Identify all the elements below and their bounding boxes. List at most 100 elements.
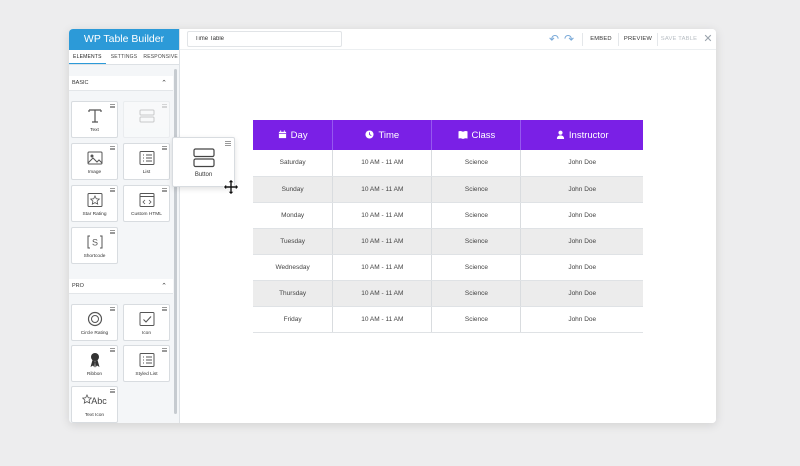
cell-day[interactable]: Saturday (253, 150, 334, 177)
header-instructor[interactable]: Instructor (520, 120, 643, 150)
circle-rating-icon (87, 311, 102, 327)
group-header-pro[interactable]: PRO ⌃ (69, 279, 173, 294)
table-row: Wednesday 10 AM - 11 AM Science John Doe (253, 254, 643, 281)
calendar-icon (278, 130, 286, 139)
chevron-up-icon[interactable]: ⌃ (161, 283, 167, 290)
cell-instructor[interactable]: John Doe (520, 150, 643, 177)
cell-instructor[interactable]: John Doe (520, 228, 643, 255)
element-label: Image (87, 170, 102, 175)
text-icon-icon: Abc (81, 394, 107, 406)
cell-day[interactable]: Tuesday (253, 228, 334, 255)
shortcode-icon: S (87, 235, 102, 249)
element-star-rating[interactable]: Star Rating (71, 185, 118, 222)
cell-class[interactable]: Science (431, 150, 522, 177)
toolbar-divider (657, 33, 658, 46)
header-day[interactable]: Day (253, 120, 334, 150)
header-label: Day (290, 129, 308, 141)
element-text-icon[interactable]: Abc Text Icon (71, 386, 118, 423)
element-circle-rating[interactable]: Circle Rating (71, 304, 118, 341)
user-icon (556, 131, 565, 140)
cell-day[interactable]: Monday (253, 202, 334, 229)
tile-menu-icon (162, 348, 167, 352)
cell-instructor[interactable]: John Doe (520, 202, 643, 229)
embed-button[interactable]: EMBED (590, 36, 612, 42)
close-icon[interactable]: ✕ (703, 33, 713, 45)
save-table-button[interactable]: SAVE TABLE (660, 36, 698, 42)
cell-class[interactable]: Science (431, 306, 522, 333)
element-custom-html[interactable]: Custom HTML (123, 185, 170, 222)
button-icon (139, 109, 154, 123)
tile-menu-icon (110, 188, 115, 192)
element-label: Star Rating (82, 212, 107, 217)
element-text[interactable]: Text (71, 101, 118, 138)
cell-day[interactable]: Friday (253, 306, 334, 333)
chevron-up-icon[interactable]: ⌃ (161, 80, 167, 87)
svg-text:S: S (91, 238, 97, 248)
element-icon[interactable]: Icon (123, 304, 170, 341)
book-icon (458, 131, 468, 140)
table-row: Thursday 10 AM - 11 AM Science John Doe (253, 280, 643, 307)
undo-icon[interactable]: ↶ (548, 32, 560, 46)
element-label: List (142, 170, 151, 175)
element-label: Ribbon (86, 372, 103, 377)
element-image[interactable]: Image (71, 143, 118, 180)
tile-menu-icon (225, 141, 231, 146)
cell-instructor[interactable]: John Doe (520, 176, 643, 203)
tile-menu-icon (162, 188, 167, 192)
tile-menu-icon (110, 348, 115, 352)
table-row: Monday 10 AM - 11 AM Science John Doe (253, 202, 643, 229)
styled-list-icon (139, 353, 154, 367)
cell-time[interactable]: 10 AM - 11 AM (332, 228, 433, 255)
tile-menu-icon (110, 230, 115, 234)
tab-elements[interactable]: ELEMENTS (69, 50, 106, 64)
move-cursor-icon (223, 179, 239, 195)
element-label: Text (90, 128, 99, 133)
cell-class[interactable]: Science (431, 202, 522, 229)
cell-time[interactable]: 10 AM - 11 AM (332, 202, 433, 229)
table-name-input[interactable] (187, 31, 342, 47)
cell-time[interactable]: 10 AM - 11 AM (332, 306, 433, 333)
element-label: Styled List (135, 372, 158, 377)
element-styled-list[interactable]: Styled List (123, 345, 170, 382)
element-shortcode[interactable]: S Shortcode (71, 227, 118, 264)
header-class[interactable]: Class (431, 120, 522, 150)
group-header-basic[interactable]: BASIC ⌃ (69, 76, 173, 91)
dragged-button-element[interactable]: Button (172, 137, 235, 187)
tile-menu-icon (162, 146, 167, 150)
header-label: Instructor (568, 129, 609, 141)
image-icon (87, 151, 102, 165)
cell-day[interactable]: Thursday (253, 280, 334, 307)
tab-settings[interactable]: SETTINGS (110, 54, 138, 60)
element-button-placeholder (123, 101, 170, 138)
cell-time[interactable]: 10 AM - 11 AM (332, 254, 433, 281)
cell-instructor[interactable]: John Doe (520, 280, 643, 307)
preview-button[interactable]: PREVIEW (623, 36, 653, 42)
cell-class[interactable]: Science (431, 228, 522, 255)
element-list[interactable]: List (123, 143, 170, 180)
cell-day[interactable]: Wednesday (253, 254, 334, 281)
sidebar-tabs: ELEMENTS SETTINGS RESPONSIVE (69, 50, 179, 65)
cell-time[interactable]: 10 AM - 11 AM (332, 176, 433, 203)
header-time[interactable]: Time (332, 120, 433, 150)
text-icon-glyph: Abc (91, 396, 107, 406)
cell-class[interactable]: Science (431, 254, 522, 281)
dragged-element-label: Button (194, 172, 213, 178)
cell-class[interactable]: Science (431, 176, 522, 203)
cell-time[interactable]: 10 AM - 11 AM (332, 280, 433, 307)
cell-instructor[interactable]: John Doe (520, 254, 643, 281)
button-icon (193, 148, 215, 168)
sidebar-scrollbar[interactable] (174, 69, 177, 414)
table-row: Sunday 10 AM - 11 AM Science John Doe (253, 176, 643, 203)
cell-time[interactable]: 10 AM - 11 AM (332, 150, 433, 177)
table-row: Tuesday 10 AM - 11 AM Science John Doe (253, 228, 643, 255)
redo-icon[interactable]: ↷ (563, 32, 575, 46)
tab-responsive[interactable]: RESPONSIVE (143, 54, 178, 60)
cell-instructor[interactable]: John Doe (520, 306, 643, 333)
cell-day[interactable]: Sunday (253, 176, 334, 203)
cell-class[interactable]: Science (431, 280, 522, 307)
tile-menu-icon (110, 307, 115, 311)
basic-elements-grid: Text Image (69, 91, 173, 268)
element-label: Custom HTML (131, 212, 162, 217)
element-ribbon[interactable]: Ribbon (71, 345, 118, 382)
ribbon-icon (90, 353, 99, 368)
